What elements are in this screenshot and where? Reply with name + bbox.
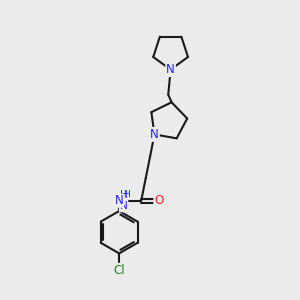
Text: N: N xyxy=(150,128,159,141)
Text: H
N: H N xyxy=(120,190,128,212)
Text: Cl: Cl xyxy=(113,264,125,277)
Text: N: N xyxy=(115,194,124,207)
Text: O: O xyxy=(154,194,164,207)
Text: H: H xyxy=(123,190,130,199)
Text: N: N xyxy=(166,63,175,76)
